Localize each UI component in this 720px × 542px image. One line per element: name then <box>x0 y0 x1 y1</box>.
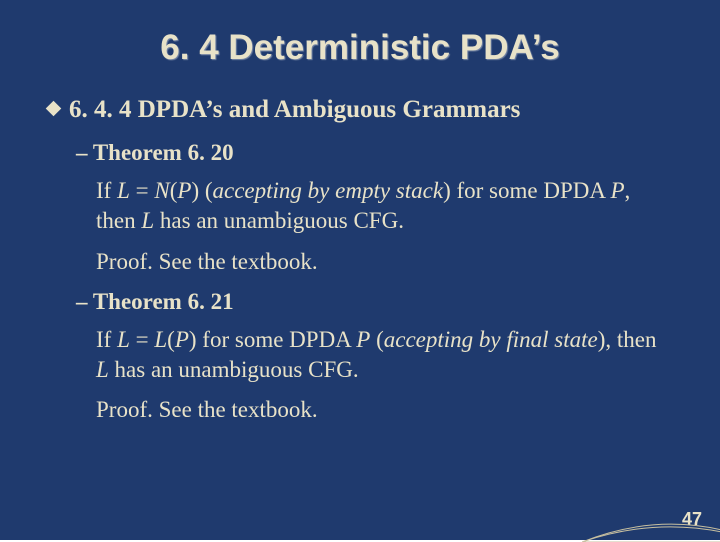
text-run: L <box>96 357 109 382</box>
text-run: P <box>356 327 370 352</box>
diamond-bullet-icon <box>46 101 62 117</box>
theorem-proof: Proof. See the textbook. <box>96 397 672 423</box>
subsection-number: 6. 4. 4 <box>69 96 132 123</box>
text-run: ) for some DPDA <box>443 178 610 203</box>
text-run: P <box>177 178 191 203</box>
text-run: L <box>117 327 130 352</box>
subsection-text: 6. 4. 4 DPDA’s and Ambiguous Grammars <box>69 96 520 124</box>
text-run: ( <box>370 327 383 352</box>
text-run: L <box>117 178 130 203</box>
text-run: ( <box>167 327 175 352</box>
text-run: = <box>130 178 154 203</box>
text-run: has an unambiguous CFG. <box>154 208 404 233</box>
theorem-body: If L = L(P) for some DPDA P (accepting b… <box>96 325 672 386</box>
text-run: L <box>154 327 167 352</box>
text-run: = <box>130 327 154 352</box>
text-run: ), then <box>598 327 657 352</box>
subsection-heading: 6. 4. 4 DPDA’s and Ambiguous Grammars <box>48 96 672 124</box>
theorem-label: – Theorem 6. 20 <box>76 140 672 166</box>
text-run: has an unambiguous CFG. <box>109 357 359 382</box>
text-run: N <box>154 178 169 203</box>
text-run: P <box>610 178 624 203</box>
text-run: If <box>96 327 117 352</box>
subsection-title: DPDA’s and Ambiguous Grammars <box>138 96 521 123</box>
theorem-body: If L = N(P) (accepting by empty stack) f… <box>96 176 672 237</box>
theorem-block: – Theorem 6. 20 If L = N(P) (accepting b… <box>76 140 672 275</box>
theorem-block: – Theorem 6. 21 If L = L(P) for some DPD… <box>76 289 672 424</box>
text-run: accepting by empty stack <box>213 178 444 203</box>
page-number: 47 <box>682 509 702 530</box>
slide: 6. 4 Deterministic PDA’s 6. 4. 4 DPDA’s … <box>0 0 720 540</box>
theorem-label: – Theorem 6. 21 <box>76 289 672 315</box>
theorem-proof: Proof. See the textbook. <box>96 249 672 275</box>
text-run: ) for some DPDA <box>189 327 356 352</box>
text-run: ) ( <box>191 178 212 203</box>
text-run: L <box>141 208 154 233</box>
text-run: P <box>175 327 189 352</box>
text-run: accepting by final state <box>384 327 598 352</box>
text-run: If <box>96 178 117 203</box>
slide-title: 6. 4 Deterministic PDA’s <box>48 28 672 68</box>
